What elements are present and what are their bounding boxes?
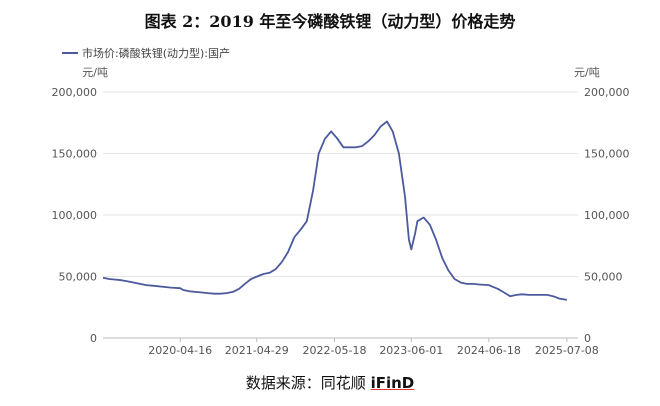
x-tick-label: 2023-06-01 <box>379 344 443 357</box>
x-tick-label: 2025-07-08 <box>535 344 599 357</box>
source-brand: iFinD <box>370 374 415 392</box>
x-tick-label: 2022-05-18 <box>303 344 367 357</box>
data-source: 数据来源：同花顺 iFinD <box>0 372 660 393</box>
y-tick-label-right: 200,000 <box>584 86 630 99</box>
x-tick-label: 2024-06-18 <box>457 344 521 357</box>
series-line <box>102 120 568 301</box>
y-tick-label-left: 0 <box>90 332 97 345</box>
chart-title: 图表 2：2019 年至今磷酸铁锂（动力型）价格走势 <box>144 12 516 31</box>
source-name: 同花顺 <box>320 374 371 392</box>
y-tick-label-right: 150,000 <box>584 148 630 161</box>
x-tick-label: 2020-04-16 <box>148 344 212 357</box>
y-tick-label-left: 200,000 <box>52 86 98 99</box>
y-tick-label-right: 50,000 <box>584 271 623 284</box>
legend-label: 市场价:磷酸铁锂(动力型):国产 <box>82 46 230 60</box>
y-tick-label-left: 50,000 <box>59 271 98 284</box>
y-tick-label-right: 0 <box>584 332 591 345</box>
source-prefix: 数据来源： <box>245 374 321 392</box>
y-unit-right: 元/吨 <box>574 66 600 79</box>
y-tick-label-left: 150,000 <box>52 148 98 161</box>
x-tick-label: 2021-04-29 <box>225 344 289 357</box>
y-unit-left: 元/吨 <box>82 66 108 79</box>
y-tick-label-left: 100,000 <box>52 209 98 222</box>
y-tick-label-right: 100,000 <box>584 209 630 222</box>
